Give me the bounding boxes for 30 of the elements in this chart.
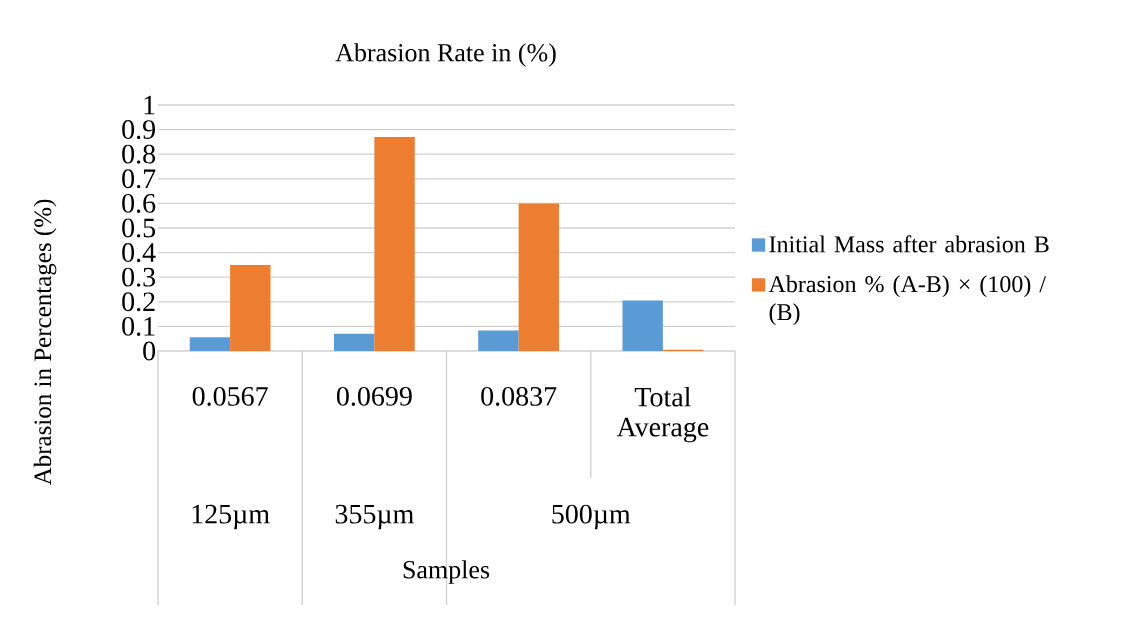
- y-tick-label: 0.4: [122, 243, 156, 263]
- y-tick-label: 0.8: [122, 144, 156, 164]
- x-tick-label: Total Average: [616, 386, 709, 443]
- legend-label: Abrasion % (A-B) × (100) / (B): [768, 275, 1046, 326]
- bar: [333, 333, 375, 351]
- legend-label: Initial Mass after abrasion B: [769, 235, 1049, 253]
- y-tick-label: 0.1: [122, 316, 155, 336]
- y-tick-label: 0.3: [122, 267, 156, 287]
- x-tick-label: 0.0699: [336, 386, 412, 406]
- y-tick-label: 0: [143, 341, 156, 361]
- text: 125µm: [192, 504, 270, 530]
- y-tick-label: 1: [144, 95, 155, 115]
- bar: [622, 300, 663, 351]
- y-tick-label: 0.5: [122, 218, 156, 238]
- chart-title: Abrasion Rate in (%): [335, 43, 556, 67]
- y-axis-title: Abrasion in Percentages (%): [33, 199, 57, 486]
- y-tick-label: 0.9: [122, 120, 155, 140]
- y-tick-label: 0.6: [122, 193, 156, 213]
- y-tick-label: 0.2: [122, 292, 155, 312]
- text: 500µm: [552, 504, 631, 530]
- bar: [374, 136, 415, 351]
- bar: [478, 330, 519, 351]
- x-axis-title: Samples: [403, 560, 490, 584]
- text: 355µm: [335, 504, 414, 530]
- x-tick-label: 0.0837: [481, 386, 557, 406]
- bar: [230, 264, 271, 351]
- y-tick-label: 0.7: [122, 169, 156, 189]
- bar: [518, 203, 560, 351]
- x-tick-label: 0.0567: [192, 386, 268, 406]
- bar: [189, 337, 231, 351]
